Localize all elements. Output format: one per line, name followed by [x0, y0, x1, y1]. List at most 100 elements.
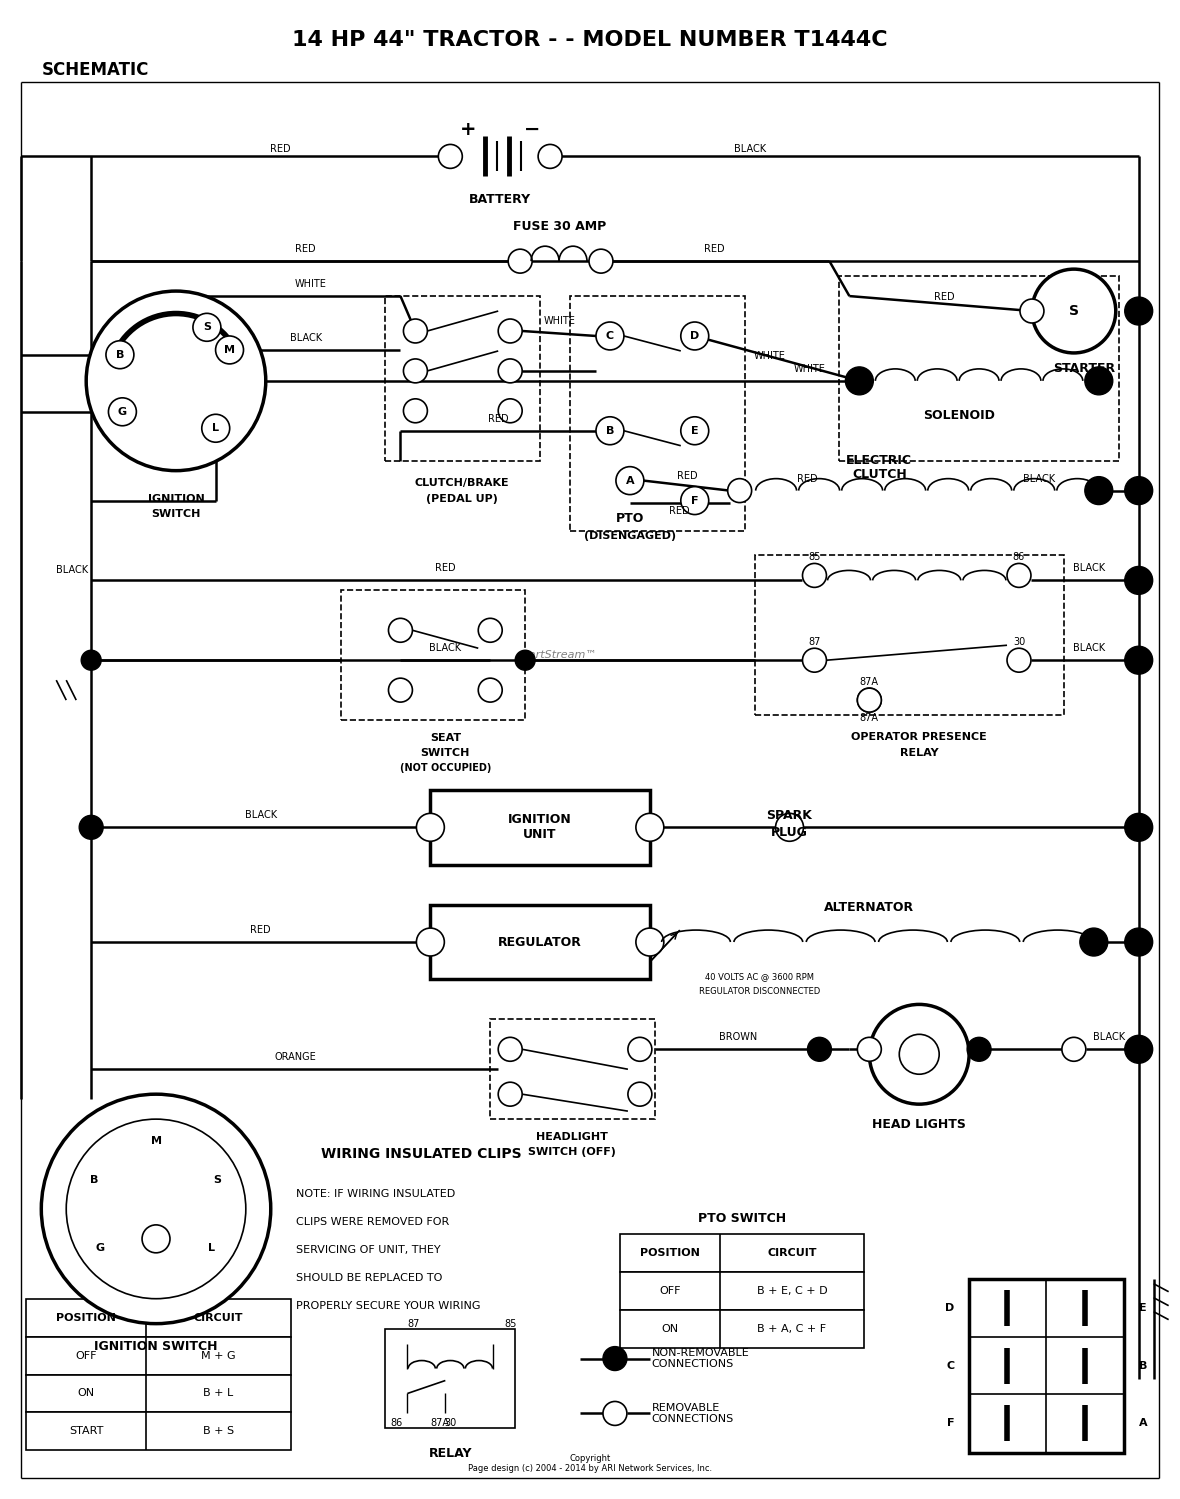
Circle shape	[603, 1346, 627, 1370]
Text: 87: 87	[808, 637, 820, 648]
Bar	[85, 1174, 105, 1187]
Text: IGNITION SWITCH: IGNITION SWITCH	[94, 1340, 218, 1354]
Text: S: S	[203, 322, 211, 333]
Text: 86: 86	[391, 1418, 402, 1429]
Text: SWITCH (OFF): SWITCH (OFF)	[529, 1147, 616, 1157]
Text: S: S	[1069, 304, 1079, 318]
Circle shape	[1020, 300, 1044, 322]
Circle shape	[596, 417, 624, 445]
Text: 87A: 87A	[860, 714, 879, 723]
Text: IGNITION: IGNITION	[148, 493, 204, 504]
Text: S: S	[214, 1175, 222, 1186]
Circle shape	[603, 1402, 627, 1426]
Text: RED: RED	[677, 471, 699, 481]
Circle shape	[1032, 270, 1116, 352]
Text: NON-REMOVABLE
CONNECTIONS: NON-REMOVABLE CONNECTIONS	[651, 1348, 749, 1370]
Text: ORANGE: ORANGE	[275, 1052, 316, 1063]
Circle shape	[404, 319, 427, 343]
Circle shape	[498, 1082, 523, 1106]
Circle shape	[66, 1120, 245, 1298]
Circle shape	[81, 651, 101, 670]
Text: ALTERNATOR: ALTERNATOR	[825, 901, 914, 913]
Text: +: +	[460, 120, 477, 139]
Text: 86: 86	[1012, 553, 1025, 562]
Text: ON: ON	[661, 1324, 678, 1334]
Text: ON: ON	[78, 1388, 94, 1399]
Circle shape	[1125, 477, 1153, 505]
Circle shape	[1007, 564, 1031, 588]
Text: RED: RED	[270, 144, 291, 154]
Text: CLUTCH: CLUTCH	[852, 468, 906, 481]
Circle shape	[509, 249, 532, 273]
Text: (PEDAL UP): (PEDAL UP)	[426, 493, 498, 504]
Circle shape	[807, 1037, 832, 1061]
Circle shape	[636, 928, 664, 956]
Circle shape	[498, 319, 523, 343]
Text: RED: RED	[669, 505, 690, 516]
Circle shape	[589, 249, 612, 273]
Text: OFF: OFF	[660, 1286, 681, 1295]
Text: SCHEMATIC: SCHEMATIC	[41, 60, 149, 78]
Text: (NOT OCCUPIED): (NOT OCCUPIED)	[400, 763, 491, 773]
Text: PartStream™: PartStream™	[523, 651, 597, 660]
Text: 30: 30	[444, 1418, 457, 1429]
Circle shape	[802, 564, 826, 588]
Text: C: C	[946, 1361, 955, 1370]
Bar	[91, 1241, 111, 1255]
Text: CIRCUIT: CIRCUIT	[767, 1247, 817, 1258]
Text: WIRING INSULATED CLIPS: WIRING INSULATED CLIPS	[321, 1147, 522, 1162]
Text: REGULATOR DISCONNECTED: REGULATOR DISCONNECTED	[699, 988, 820, 997]
Circle shape	[596, 322, 624, 349]
Text: RED: RED	[933, 292, 955, 303]
Circle shape	[202, 414, 230, 442]
Bar	[26, 1337, 290, 1375]
Text: B + L: B + L	[203, 1388, 234, 1399]
Text: WHITE: WHITE	[754, 351, 786, 361]
Bar	[570, 297, 745, 531]
Bar	[386, 1328, 516, 1429]
Text: CLIPS WERE REMOVED FOR: CLIPS WERE REMOVED FOR	[296, 1217, 448, 1226]
Circle shape	[417, 928, 445, 956]
Text: NOTE: IF WIRING INSULATED: NOTE: IF WIRING INSULATED	[296, 1189, 455, 1199]
Circle shape	[681, 322, 709, 349]
Text: OPERATOR PRESENCE: OPERATOR PRESENCE	[851, 732, 988, 742]
Text: REGULATOR: REGULATOR	[498, 935, 582, 949]
Text: B + S: B + S	[203, 1427, 234, 1436]
Bar	[26, 1298, 290, 1337]
Circle shape	[388, 618, 413, 642]
Bar	[202, 1241, 222, 1255]
Text: BLACK: BLACK	[244, 811, 277, 820]
Text: 87A: 87A	[860, 678, 879, 687]
Text: M + G: M + G	[201, 1351, 236, 1361]
Text: STARTER: STARTER	[1053, 363, 1115, 375]
Text: SOLENOID: SOLENOID	[923, 409, 995, 423]
Circle shape	[858, 688, 881, 712]
Text: RED: RED	[250, 925, 271, 935]
Bar	[146, 1135, 166, 1148]
Text: 87: 87	[407, 1319, 420, 1328]
Circle shape	[194, 313, 221, 342]
Text: D: D	[945, 1303, 955, 1313]
Text: BROWN: BROWN	[719, 1033, 756, 1042]
Text: B: B	[1139, 1361, 1147, 1370]
Text: SHOULD BE REPLACED TO: SHOULD BE REPLACED TO	[296, 1273, 442, 1283]
Circle shape	[498, 358, 523, 382]
Bar	[26, 1412, 290, 1451]
Circle shape	[858, 1037, 881, 1061]
Text: G: G	[96, 1243, 105, 1253]
Circle shape	[516, 651, 535, 670]
Circle shape	[216, 336, 243, 364]
Text: RELAY: RELAY	[900, 748, 938, 758]
Text: 30: 30	[1012, 637, 1025, 648]
Text: M: M	[151, 1136, 162, 1147]
Text: BLACK: BLACK	[1093, 1033, 1125, 1042]
Circle shape	[478, 678, 503, 702]
Text: B + E, C + D: B + E, C + D	[756, 1286, 827, 1295]
Bar	[431, 904, 650, 979]
Circle shape	[417, 814, 445, 841]
Text: HEADLIGHT: HEADLIGHT	[536, 1132, 608, 1142]
Circle shape	[628, 1037, 651, 1061]
Text: 85: 85	[504, 1319, 517, 1328]
Circle shape	[109, 397, 137, 426]
Text: POSITION: POSITION	[57, 1313, 116, 1322]
